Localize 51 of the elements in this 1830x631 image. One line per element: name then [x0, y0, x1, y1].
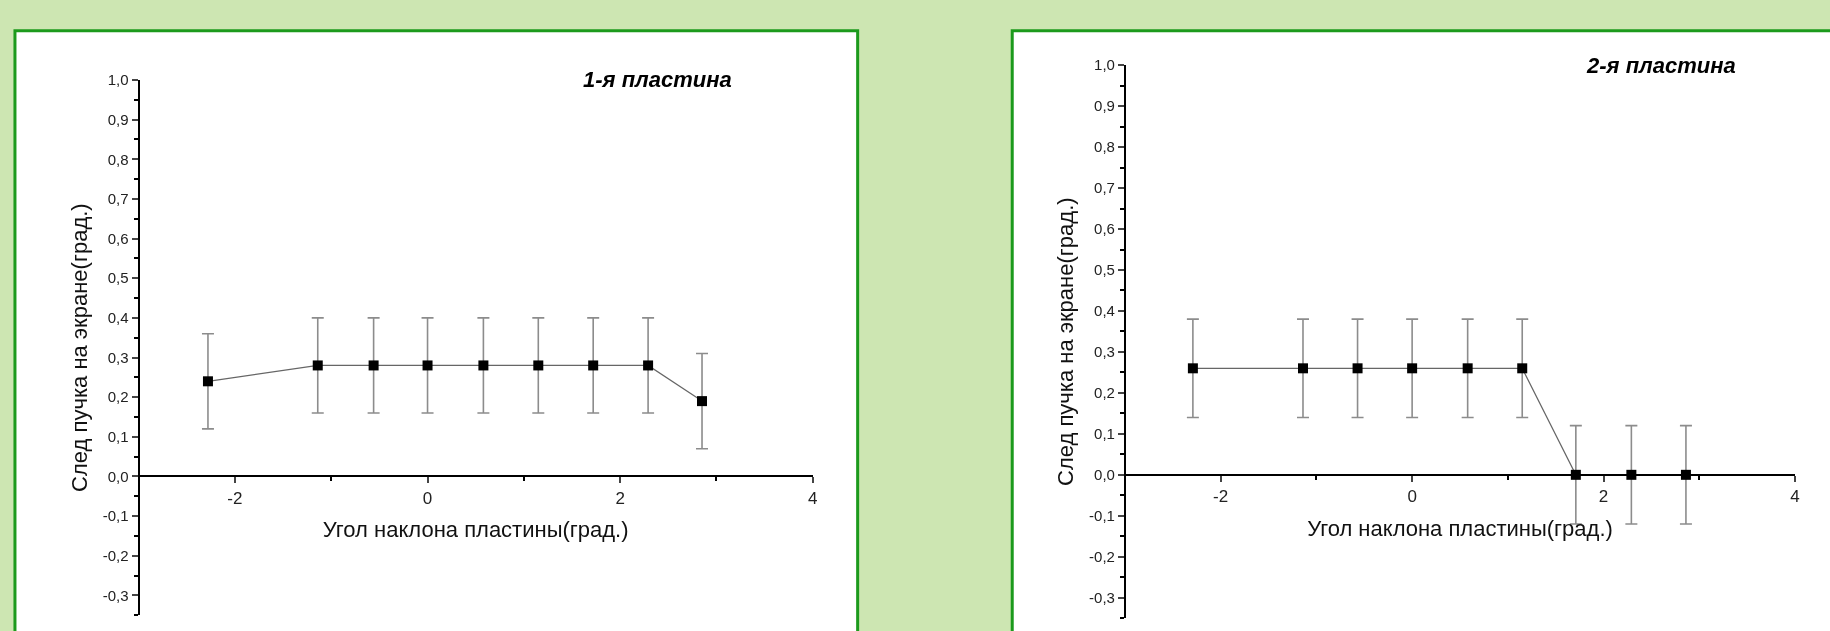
x-tick-label: -2	[227, 488, 243, 508]
y-tick-label: 0,2	[107, 388, 129, 406]
y-tick-label: 0,2	[1094, 384, 1115, 402]
y-tick-label: 0,8	[107, 150, 129, 168]
x-tick-label: 4	[808, 488, 818, 508]
y-tick-label: 0,3	[107, 348, 129, 366]
y-tick-label: 0,4	[1094, 302, 1115, 320]
point	[478, 360, 489, 371]
x-tick-label: 4	[1790, 487, 1800, 507]
y-tick-label: 0,3	[1094, 343, 1115, 361]
y-tick-label: -0,3	[1089, 588, 1115, 606]
point	[368, 360, 379, 371]
y-tick-label: -0,2	[1089, 547, 1115, 565]
point	[697, 396, 708, 407]
chart-title: 1-я пластина	[583, 67, 732, 92]
chart-title: 2-я пластина	[1586, 53, 1736, 78]
y-tick-label: -0,1	[1089, 507, 1115, 525]
y-tick-label: 0,5	[107, 269, 129, 287]
x-tick-label: 0	[422, 488, 433, 508]
y-tick-label: 0,9	[107, 110, 129, 128]
y-tick-label: 0,1	[107, 428, 129, 446]
y-tick-label: 0,1	[1094, 425, 1115, 443]
point	[422, 360, 433, 371]
y-tick-label: 1,0	[1094, 56, 1115, 74]
y-tick-label: 0,6	[1094, 220, 1115, 238]
point	[588, 360, 599, 371]
x-axis-title: Угол наклона пластины(град.)	[1307, 515, 1613, 541]
y-tick-label: -0,3	[102, 586, 129, 604]
y-tick-label: 0,8	[1094, 138, 1115, 156]
y-tick-label: 0,9	[1094, 97, 1115, 115]
y-tick-label: 0,7	[107, 190, 129, 208]
y-tick-label: 0,6	[107, 229, 129, 247]
y-tick-label: 0,4	[107, 309, 129, 327]
y-tick-label: 0,5	[1094, 261, 1115, 279]
y-tick-label: -0,1	[102, 507, 129, 525]
x-tick-label: -2	[1213, 487, 1229, 507]
y-tick-label: 0,7	[1094, 179, 1115, 197]
y-axis-title: След пучка на экране(град.)	[1053, 197, 1079, 486]
point	[202, 376, 213, 387]
y-tick-label: 0,0	[1094, 466, 1115, 484]
y-axis-title: След пучка на экране(град.)	[67, 203, 93, 492]
x-tick-label: 2	[1598, 487, 1609, 507]
point	[643, 360, 654, 371]
x-tick-label: 2	[615, 488, 625, 508]
point	[533, 360, 544, 371]
y-tick-label: 0,0	[107, 467, 129, 485]
x-axis-title: Угол наклона пластины(град.)	[322, 517, 629, 543]
y-tick-label: -0,2	[102, 547, 129, 564]
x-tick-label: 0	[1407, 487, 1417, 507]
point	[312, 360, 323, 371]
y-tick-label: 1,0	[107, 71, 129, 89]
